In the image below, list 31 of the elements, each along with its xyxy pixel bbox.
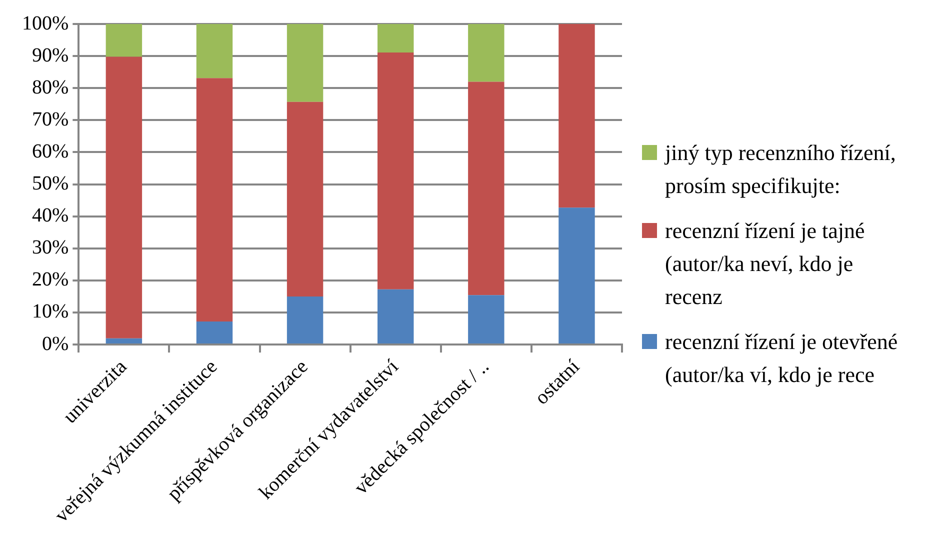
bar <box>196 321 233 344</box>
bar <box>286 102 324 296</box>
bar <box>558 208 595 344</box>
legend-label: recenzní řízení je tajné (autor/ka neví, kdo je recenz <box>665 217 866 311</box>
y-tick-label: 20% <box>32 268 69 291</box>
bar <box>106 24 142 57</box>
y-tick-label: 60% <box>32 140 69 162</box>
bar <box>286 296 324 344</box>
bar <box>377 52 414 290</box>
bar <box>468 295 504 344</box>
legend-label: recenzní řízení je otevřené (autor/ka ví, kdo je rece <box>665 328 899 389</box>
bar <box>196 24 233 78</box>
bar <box>286 24 324 102</box>
y-tick-label: 80% <box>32 76 69 98</box>
y-tick-label: 50% <box>32 172 69 195</box>
y-tick-label: 40% <box>32 204 69 227</box>
bar <box>196 78 233 322</box>
bar <box>468 24 504 82</box>
bar <box>106 56 142 338</box>
y-tick-label: 90% <box>32 44 69 66</box>
bar <box>558 24 595 208</box>
y-tick-label: 100% <box>22 12 69 34</box>
y-tick-label: 30% <box>32 236 69 259</box>
y-tick-label: 10% <box>32 300 69 323</box>
bar <box>468 82 504 296</box>
y-tick-label: 70% <box>32 108 69 130</box>
bar <box>106 338 142 344</box>
bar <box>377 24 414 53</box>
y-tick-label: 0% <box>42 332 69 355</box>
bar <box>377 289 414 344</box>
legend-label: jiný typ recenzního řízení, prosím specifikujte: <box>665 139 897 200</box>
